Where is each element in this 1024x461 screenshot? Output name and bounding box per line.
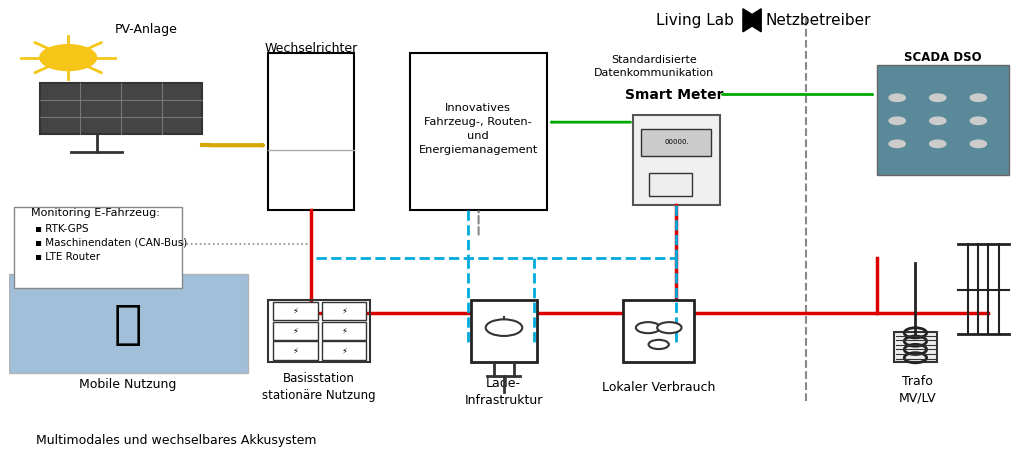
Text: Mobile Nutzung: Mobile Nutzung xyxy=(79,378,177,391)
Bar xyxy=(648,173,691,196)
Text: Basisstation
stationäre Nutzung: Basisstation stationäre Nutzung xyxy=(262,372,376,402)
Bar xyxy=(322,341,367,360)
Bar xyxy=(268,53,354,210)
Text: Netzbetreiber: Netzbetreiber xyxy=(765,13,870,28)
Text: ⚡: ⚡ xyxy=(293,307,298,316)
Bar xyxy=(273,341,317,360)
Polygon shape xyxy=(743,9,761,32)
Text: ▪ Maschinendaten (CAN-Bus): ▪ Maschinendaten (CAN-Bus) xyxy=(35,238,187,248)
FancyBboxPatch shape xyxy=(14,207,182,288)
Bar xyxy=(877,65,1009,175)
Circle shape xyxy=(930,140,946,148)
Circle shape xyxy=(970,140,986,148)
Bar xyxy=(268,300,370,362)
Text: Trafo
MV/LV: Trafo MV/LV xyxy=(899,374,936,405)
Text: Lokaler Verbrauch: Lokaler Verbrauch xyxy=(602,381,716,394)
Circle shape xyxy=(485,319,522,336)
Text: ▪ RTK-GPS: ▪ RTK-GPS xyxy=(35,224,88,234)
Text: SCADA DSO: SCADA DSO xyxy=(904,51,982,64)
Circle shape xyxy=(40,45,96,71)
Text: Smart Meter: Smart Meter xyxy=(625,88,723,101)
Text: ⚡: ⚡ xyxy=(293,346,298,355)
Bar xyxy=(641,129,712,156)
Circle shape xyxy=(930,94,946,101)
Bar xyxy=(410,53,547,210)
Circle shape xyxy=(636,322,660,333)
Text: ⚡: ⚡ xyxy=(341,326,347,335)
Text: Monitoring E-Fahrzeug:: Monitoring E-Fahrzeug: xyxy=(31,208,160,218)
Circle shape xyxy=(657,322,682,333)
Circle shape xyxy=(970,94,986,101)
Text: 🚛: 🚛 xyxy=(114,302,142,348)
Text: 00000.: 00000. xyxy=(665,139,689,145)
Bar xyxy=(273,322,317,340)
Circle shape xyxy=(889,94,905,101)
Text: Innovatives
Fahrzeug-, Routen-
und
Energiemanagement: Innovatives Fahrzeug-, Routen- und Energ… xyxy=(419,103,538,155)
Circle shape xyxy=(889,117,905,124)
Circle shape xyxy=(889,140,905,148)
Text: PV-Anlage: PV-Anlage xyxy=(115,24,178,36)
Bar xyxy=(322,322,367,340)
Bar xyxy=(273,302,317,320)
Bar xyxy=(9,274,248,373)
Bar xyxy=(894,332,937,362)
Bar xyxy=(471,300,537,362)
Text: ⚡: ⚡ xyxy=(341,307,347,316)
Text: Wechselrichter: Wechselrichter xyxy=(265,42,358,55)
Circle shape xyxy=(970,117,986,124)
Bar xyxy=(40,83,202,134)
Text: ⚡: ⚡ xyxy=(293,326,298,335)
Circle shape xyxy=(648,340,669,349)
Text: Living Lab: Living Lab xyxy=(656,13,734,28)
Text: Multimodales und wechselbares Akkusystem: Multimodales und wechselbares Akkusystem xyxy=(37,434,317,447)
Circle shape xyxy=(930,117,946,124)
Text: ▪ LTE Router: ▪ LTE Router xyxy=(35,252,99,262)
Bar xyxy=(624,300,694,362)
Bar xyxy=(322,302,367,320)
Text: Lade-
Infrastruktur: Lade- Infrastruktur xyxy=(464,377,543,407)
Text: Standardisierte
Datenkommunikation: Standardisierte Datenkommunikation xyxy=(594,55,714,78)
Bar xyxy=(633,115,720,205)
Polygon shape xyxy=(743,9,761,32)
Text: ⚡: ⚡ xyxy=(341,346,347,355)
